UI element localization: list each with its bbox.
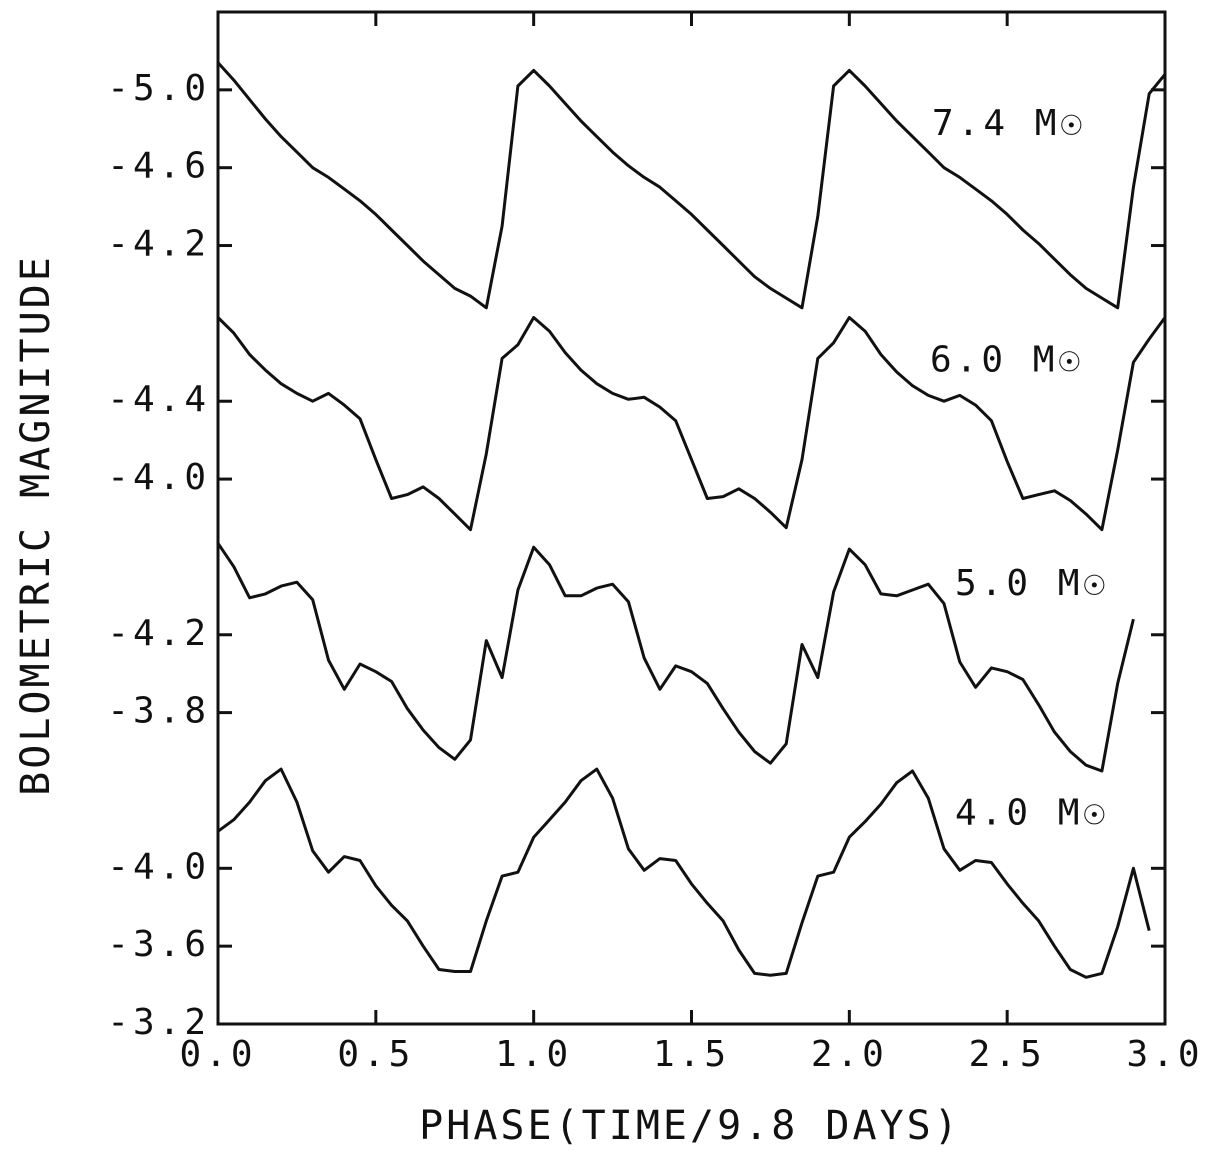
x-tick-label: 1.0 [495,1034,572,1075]
y-tick-label: -4.0 [107,846,210,887]
y-tick-label: -4.2 [107,224,210,265]
light-curve [216,61,1167,310]
light-curve [216,316,1167,532]
curve-label: 4.0 M☉ [955,792,1109,833]
x-axis-label: PHASE(TIME/9.8 DAYS) [419,1103,961,1149]
y-axis-label: BOLOMETRIC MAGNITUDE [13,254,59,796]
curve-label: 6.0 M☉ [930,339,1084,380]
y-tick-label: -3.2 [107,1002,210,1043]
x-tick-label: 3.0 [1126,1034,1203,1075]
plot-frame [216,10,1167,1026]
y-tick-label: -3.8 [107,691,210,732]
light-curve [216,542,1135,773]
y-tick-label: -4.2 [107,613,210,654]
y-tick-label: -4.0 [107,457,210,498]
y-tick-label: -5.0 [107,68,210,109]
x-tick-label: 0.0 [179,1034,256,1075]
x-tick-label: 2.0 [811,1034,888,1075]
x-tick-label: 1.5 [653,1034,730,1075]
y-tick-label: -4.4 [107,379,210,420]
curve-label: 7.4 M☉ [932,103,1086,144]
curve-label: 5.0 M☉ [955,563,1109,604]
x-tick-label: 2.5 [969,1034,1046,1075]
y-tick-label: -4.6 [107,146,210,187]
y-tick-label: -3.6 [107,924,210,965]
light-curve [217,767,1151,979]
x-tick-label: 0.5 [337,1034,414,1075]
